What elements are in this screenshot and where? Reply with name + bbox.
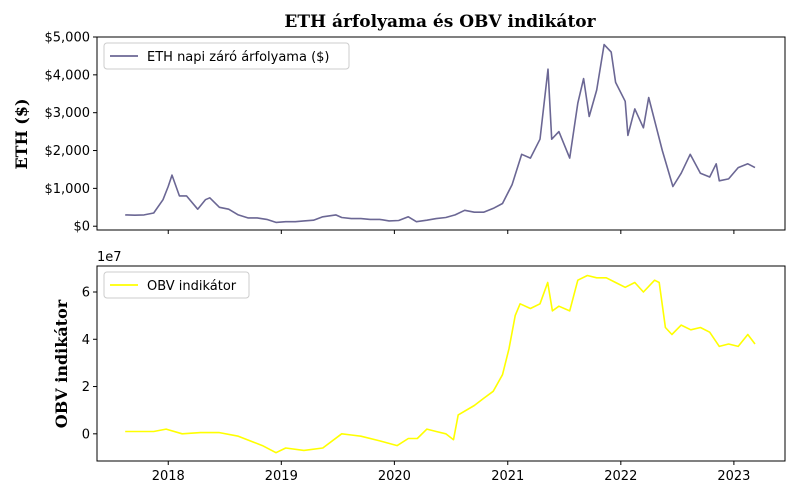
obv-x-tick-label: 2018 [152, 469, 185, 484]
chart-title: ETH árfolyama és OBV indikátor [284, 12, 596, 32]
obv-line [125, 274, 756, 454]
price-y-tick-label: $2,000 [45, 144, 91, 159]
obv-panel: 0 2 4 6 2018 2019 2020 2021 2022 2023 1e7 OBV in… [52, 250, 786, 484]
price-legend-box [103, 42, 350, 70]
obv-legend-box [103, 271, 250, 299]
obv-plot-frame [96, 265, 786, 462]
price-legend-label: ETH napi záró árfolyama ($) [147, 50, 330, 65]
obv-legend: OBV indikátor [103, 271, 250, 299]
obv-x-tick-label: 2020 [378, 469, 411, 484]
price-x-axis [167, 230, 735, 234]
obv-y-tick-label: 6 [82, 286, 90, 301]
obv-legend-label: OBV indikátor [147, 279, 237, 294]
obv-x-axis: 2018 2019 2020 2021 2022 2023 [152, 461, 750, 484]
price-legend: ETH napi záró árfolyama ($) [103, 42, 350, 70]
price-y-tick-label: $1,000 [45, 182, 91, 197]
price-y-label: ETH ($) [12, 98, 31, 169]
obv-x-tick-label: 2023 [717, 469, 750, 484]
obv-y-tick-label: 4 [82, 333, 90, 348]
obv-y-label: OBV indikátor [52, 299, 71, 428]
price-panel: $0 $1,000 $2,000 $3,000 $4,000 $5,000 ETH nap… [12, 31, 786, 235]
obv-x-tick-label: 2019 [265, 469, 298, 484]
price-y-tick-label: $3,000 [45, 106, 91, 121]
obv-x-tick-label: 2022 [604, 469, 637, 484]
price-plot-frame [96, 36, 786, 231]
price-y-tick-label: $0 [73, 220, 90, 235]
eth-price-line [125, 43, 756, 224]
obv-y-tick-label: 2 [82, 380, 90, 395]
obv-y-axis: 0 2 4 6 [82, 286, 97, 442]
obv-y-tick-label: 0 [82, 427, 90, 442]
price-y-tick-label: $4,000 [45, 68, 91, 83]
price-y-tick-label: $5,000 [45, 31, 91, 46]
price-y-axis: $0 $1,000 $2,000 $3,000 $4,000 $5,000 [45, 31, 97, 235]
obv-x-tick-label: 2021 [491, 469, 524, 484]
obv-offset-label: 1e7 [97, 250, 122, 265]
